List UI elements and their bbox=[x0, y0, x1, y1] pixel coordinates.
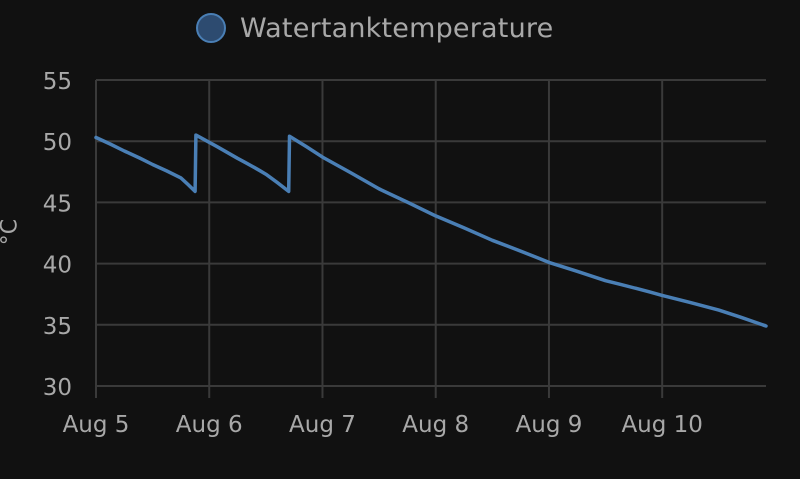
x-tick-label: Aug 9 bbox=[516, 412, 583, 438]
x-tick-label: Aug 6 bbox=[176, 412, 243, 438]
x-tick-label: Aug 7 bbox=[289, 412, 356, 438]
legend-swatch bbox=[196, 13, 226, 43]
y-tick-label: 55 bbox=[43, 69, 72, 95]
x-tick-label: Aug 5 bbox=[63, 412, 130, 438]
grid bbox=[95, 79, 766, 398]
y-tick-label: 50 bbox=[43, 130, 72, 156]
legend-label: Watertanktemperature bbox=[240, 12, 554, 44]
y-axis-label: °C bbox=[0, 218, 23, 246]
series-line bbox=[94, 133, 768, 328]
y-ticks: 30 35 40 45 50 55 bbox=[43, 69, 72, 401]
legend-item[interactable]: Watertanktemperature bbox=[196, 10, 553, 46]
x-tick-label: Aug 10 bbox=[621, 412, 703, 438]
series-lines bbox=[94, 133, 768, 328]
x-tick-label: Aug 8 bbox=[402, 412, 469, 438]
y-tick-label: 30 bbox=[43, 375, 72, 401]
y-tick-label: 45 bbox=[43, 191, 72, 217]
y-tick-label: 35 bbox=[43, 314, 72, 340]
x-ticks: Aug 5 Aug 6 Aug 7 Aug 8 Aug 9 Aug 10 bbox=[63, 412, 703, 438]
y-tick-label: 40 bbox=[43, 253, 72, 279]
